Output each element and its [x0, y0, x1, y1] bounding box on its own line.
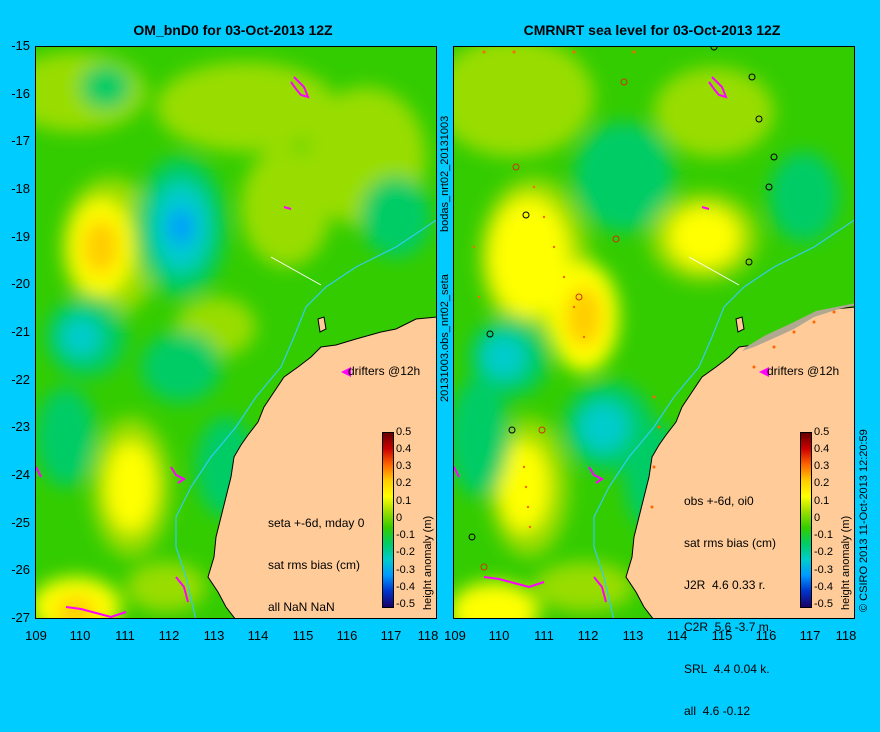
lat-tick: -26: [11, 562, 30, 577]
right-colorbar-label: height anomaly (m): [840, 515, 852, 610]
right-colorbar: [800, 432, 812, 608]
lon-tick: 114: [247, 628, 269, 643]
section-line: [270, 256, 322, 286]
left-colorbar: [382, 432, 394, 608]
lat-tick: -21: [11, 324, 30, 339]
lon-tick: 111: [534, 628, 554, 643]
cbar-tick: 0.4: [396, 443, 412, 455]
stats-line: J2R 4.6 0.33 r.: [684, 578, 766, 592]
stats-line: SRL 4.4 0.04 k.: [684, 662, 770, 676]
right-side-label: 20131003.obs_nrt02_seta: [439, 274, 451, 402]
cbar-tick: -0.3: [814, 564, 833, 576]
left-panel-title: OM_bnD0 for 03-Oct-2013 12Z: [133, 22, 333, 38]
land-mass: [207, 316, 436, 618]
lat-tick: -23: [11, 419, 30, 434]
cbar-tick: 0: [814, 512, 821, 524]
lat-tick: -15: [11, 38, 30, 53]
drifter-marker: [759, 367, 769, 377]
cbar-tick: -0.2: [814, 546, 833, 558]
lon-tick: 118: [417, 628, 439, 643]
stats-line: seta +-6d, mday 0: [268, 516, 365, 530]
lon-tick: 112: [577, 628, 599, 643]
lon-tick: 117: [380, 628, 402, 643]
left-side-label: bodas_nrt02_20131003: [439, 115, 451, 232]
left-stats: seta +-6d, mday 0 sat rms bias (cm) all …: [268, 488, 364, 628]
lat-tick: -18: [11, 181, 30, 196]
lon-tick: 118: [835, 628, 857, 643]
cbar-tick: 0.2: [396, 477, 412, 489]
cbar-tick: 0.1: [396, 495, 412, 507]
lat-tick: -17: [11, 133, 30, 148]
lat-tick: -19: [11, 229, 30, 244]
cbar-tick: -0.4: [396, 581, 415, 593]
lon-tick: 113: [203, 628, 225, 643]
lon-tick: 112: [158, 628, 180, 643]
lon-tick: 117: [799, 628, 821, 643]
drifter-marker: [341, 367, 351, 377]
island: [317, 316, 327, 333]
cbar-tick: -0.5: [814, 598, 833, 610]
lon-tick: 110: [69, 628, 91, 643]
lon-tick: 113: [622, 628, 644, 643]
obs-circles-colored: [480, 78, 628, 571]
lat-tick: -24: [11, 467, 30, 482]
lon-tick: 116: [755, 628, 777, 643]
left-colorbar-label: height anomaly (m): [422, 515, 434, 610]
stats-line: obs +-6d, oi0: [684, 494, 754, 508]
lon-tick: 109: [444, 628, 466, 643]
cbar-tick: -0.4: [814, 581, 833, 593]
lat-tick: -22: [11, 372, 30, 387]
stats-line: all 4.6 -0.12: [684, 704, 751, 718]
cbar-tick: 0.2: [814, 477, 830, 489]
left-map-svg: [36, 47, 436, 618]
credit-label: © CSIRO 2013 11-Oct-2013 12:20:59: [858, 429, 870, 612]
right-stats: obs +-6d, oi0 sat rms bias (cm) J2R 4.6 …: [684, 466, 776, 732]
sea-level-field: [454, 47, 839, 618]
isobath-line: [593, 219, 854, 618]
cbar-tick: -0.3: [396, 564, 415, 576]
lon-tick: 115: [292, 628, 314, 643]
isobath-line: [175, 219, 436, 618]
lon-tick: 114: [666, 628, 688, 643]
stats-line: all NaN NaN: [268, 600, 335, 614]
lon-tick: 111: [115, 628, 135, 643]
left-drifter-label: drifters @12h: [348, 364, 421, 378]
obs-circles: [468, 47, 778, 541]
cbar-tick: -0.1: [814, 529, 833, 541]
cbar-tick: 0.3: [814, 460, 830, 472]
sea-level-field: [36, 52, 431, 618]
lat-tick: -20: [11, 276, 30, 291]
drifter-tracks: [36, 76, 310, 618]
lat-tick: -16: [11, 86, 30, 101]
lat-tick: -25: [11, 515, 30, 530]
right-panel-title: CMRNRT sea level for 03-Oct-2013 12Z: [523, 22, 781, 38]
island: [735, 316, 745, 333]
lon-tick: 109: [25, 628, 47, 643]
stats-line: C2R 5.6 -3.7 m.: [684, 620, 773, 634]
cbar-tick: 0.5: [396, 426, 412, 438]
cbar-tick: 0.1: [814, 495, 830, 507]
lon-tick: 116: [336, 628, 358, 643]
lat-tick: -27: [11, 610, 30, 625]
cbar-tick: 0: [396, 512, 403, 524]
right-drifter-label: drifters @12h: [767, 364, 840, 378]
cbar-tick: -0.1: [396, 529, 415, 541]
coastal-shelf: [742, 303, 854, 351]
cbar-tick: 0.4: [814, 443, 830, 455]
stats-line: sat rms bias (cm): [268, 558, 361, 572]
altimeter-obs: [472, 50, 836, 529]
cbar-tick: -0.2: [396, 546, 415, 558]
left-map-panel: [35, 46, 437, 619]
cbar-tick: 0.3: [396, 460, 412, 472]
cbar-tick: -0.5: [396, 598, 415, 610]
right-map-panel: [453, 46, 855, 619]
lon-tick: 110: [488, 628, 510, 643]
section-line: [688, 256, 740, 286]
cbar-tick: 0.5: [814, 426, 830, 438]
right-map-svg: [454, 47, 854, 618]
stats-line: sat rms bias (cm): [684, 536, 777, 550]
drifter-tracks: [454, 76, 728, 603]
lon-tick: 115: [711, 628, 733, 643]
